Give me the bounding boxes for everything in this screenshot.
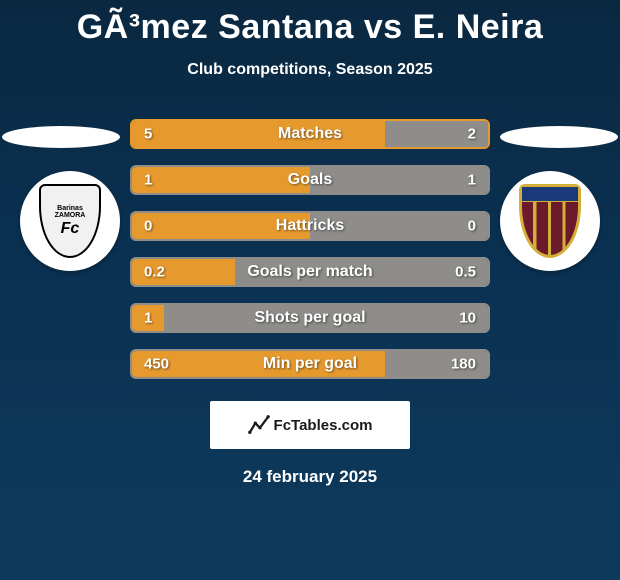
crest-text-top: Barinas [57, 205, 83, 212]
stat-label: Goals [288, 171, 332, 189]
stat-value-left: 450 [144, 356, 169, 373]
stat-label: Matches [278, 125, 342, 143]
stat-value-right: 2 [468, 126, 476, 143]
stat-label: Min per goal [263, 355, 357, 373]
stat-value-right: 0.5 [455, 264, 476, 281]
club-badge-left: Barinas ZAMORA Fc [20, 171, 120, 271]
stat-row: 450 Min per goal 180 [130, 349, 490, 379]
stat-row: 1 Goals 1 [130, 165, 490, 195]
player-ellipse-left [2, 126, 120, 148]
stat-value-right: 1 [468, 172, 476, 189]
stat-label: Goals per match [247, 263, 372, 281]
stat-value-left: 1 [144, 310, 152, 327]
stat-value-right: 0 [468, 218, 476, 235]
stat-value-left: 1 [144, 172, 152, 189]
stat-row: 0 Hattricks 0 [130, 211, 490, 241]
stat-fill-left [132, 167, 310, 193]
stat-row: 1 Shots per goal 10 [130, 303, 490, 333]
stat-value-left: 0 [144, 218, 152, 235]
player-ellipse-right [500, 126, 618, 148]
stat-value-left: 0.2 [144, 264, 165, 281]
stat-label: Hattricks [276, 217, 344, 235]
stat-fill-left [132, 121, 385, 147]
stat-value-right: 180 [451, 356, 476, 373]
attribution-label: FcTables.com [274, 417, 373, 434]
stats-table: 5Matches21Goals10Hattricks00.2Goals per … [130, 119, 490, 379]
footer-date: 24 february 2025 [0, 467, 620, 487]
chart-line-icon [248, 414, 270, 436]
crest-zamora-icon: Barinas ZAMORA Fc [39, 184, 101, 258]
crest-carabobo-icon [519, 184, 581, 258]
crest-text-fc: Fc [61, 221, 80, 237]
page-title: GÃ³mez Santana vs E. Neira [0, 0, 620, 47]
stat-value-right: 10 [459, 310, 476, 327]
crest-text-mid: ZAMORA [55, 212, 86, 219]
stat-fill-right [310, 167, 488, 193]
club-badge-right [500, 171, 600, 271]
attribution-badge: FcTables.com [210, 401, 410, 449]
stat-row: 0.2 Goals per match 0.5 [130, 257, 490, 287]
stat-label: Shots per goal [254, 309, 365, 327]
page-subtitle: Club competitions, Season 2025 [0, 61, 620, 79]
stat-row: 5 Matches 2 [130, 119, 490, 149]
stat-value-left: 5 [144, 126, 152, 143]
